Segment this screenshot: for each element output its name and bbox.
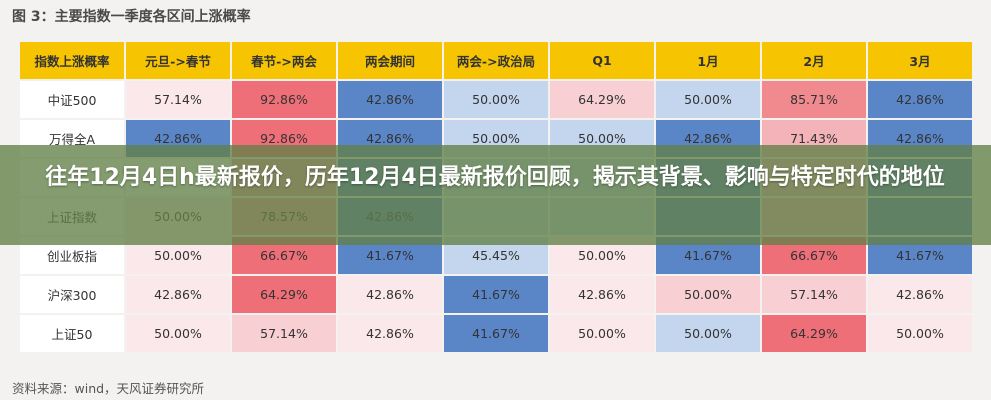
column-header: 1月 bbox=[656, 42, 760, 79]
table-cell: 42.86% bbox=[550, 276, 654, 313]
banner-title: 往年12月4日h最新报价，历年12月4日最新报价回顾，揭示其背景、影响与特定时代… bbox=[45, 165, 945, 190]
row-label: 上证50 bbox=[20, 315, 124, 352]
table-row: 沪深300 42.86% 64.29% 42.86% 41.67% 42.86% 50.00… bbox=[20, 276, 972, 313]
table-cell: 42.86% bbox=[338, 315, 442, 352]
table-cell: 42.86% bbox=[868, 276, 972, 313]
title-banner bbox=[0, 145, 991, 245]
table-cell: 50.00% bbox=[868, 315, 972, 352]
column-header: 3月 bbox=[868, 42, 972, 79]
figure-title: 图 3：主要指数一季度各区间上涨概率 bbox=[12, 9, 251, 25]
table-cell: 50.00% bbox=[656, 81, 760, 118]
table-cell: 57.14% bbox=[232, 315, 336, 352]
column-header: 两会->政治局 bbox=[444, 42, 548, 79]
column-header: 指数上涨概率 bbox=[20, 42, 124, 79]
table-cell: 50.00% bbox=[656, 315, 760, 352]
table-cell: 42.86% bbox=[126, 276, 230, 313]
table-cell: 92.86% bbox=[232, 81, 336, 118]
column-header: Q1 bbox=[550, 42, 654, 79]
table-cell: 50.00% bbox=[126, 315, 230, 352]
table-cell: 57.14% bbox=[762, 276, 866, 313]
row-label: 中证500 bbox=[20, 81, 124, 118]
table-cell: 57.14% bbox=[126, 81, 230, 118]
table-cell: 50.00% bbox=[444, 81, 548, 118]
table-cell: 85.71% bbox=[762, 81, 866, 118]
column-header: 2月 bbox=[762, 42, 866, 79]
table-row: 中证500 57.14% 92.86% 42.86% 50.00% 64.29% 50.00… bbox=[20, 81, 972, 118]
table-cell: 64.29% bbox=[550, 81, 654, 118]
table-cell: 42.86% bbox=[338, 276, 442, 313]
row-label: 沪深300 bbox=[20, 276, 124, 313]
table-cell: 41.67% bbox=[444, 276, 548, 313]
table-cell: 41.67% bbox=[444, 315, 548, 352]
table-cell: 64.29% bbox=[762, 315, 866, 352]
table-cell: 50.00% bbox=[550, 315, 654, 352]
table-cell: 64.29% bbox=[232, 276, 336, 313]
table-row: 上证50 50.00% 57.14% 42.86% 41.67% 50.00% 50.00%… bbox=[20, 315, 972, 352]
table-header-row: 指数上涨概率 元旦->春节 春节->两会 两会期间 两会->政治局 Q1 1月 2月 3月 bbox=[20, 42, 972, 79]
table-cell: 50.00% bbox=[656, 276, 760, 313]
table-cell: 42.86% bbox=[338, 81, 442, 118]
table-cell: 42.86% bbox=[868, 81, 972, 118]
column-header: 元旦->春节 bbox=[126, 42, 230, 79]
source-note: 资料来源：wind，天风证券研究所 bbox=[12, 381, 205, 396]
column-header: 两会期间 bbox=[338, 42, 442, 79]
column-header: 春节->两会 bbox=[232, 42, 336, 79]
